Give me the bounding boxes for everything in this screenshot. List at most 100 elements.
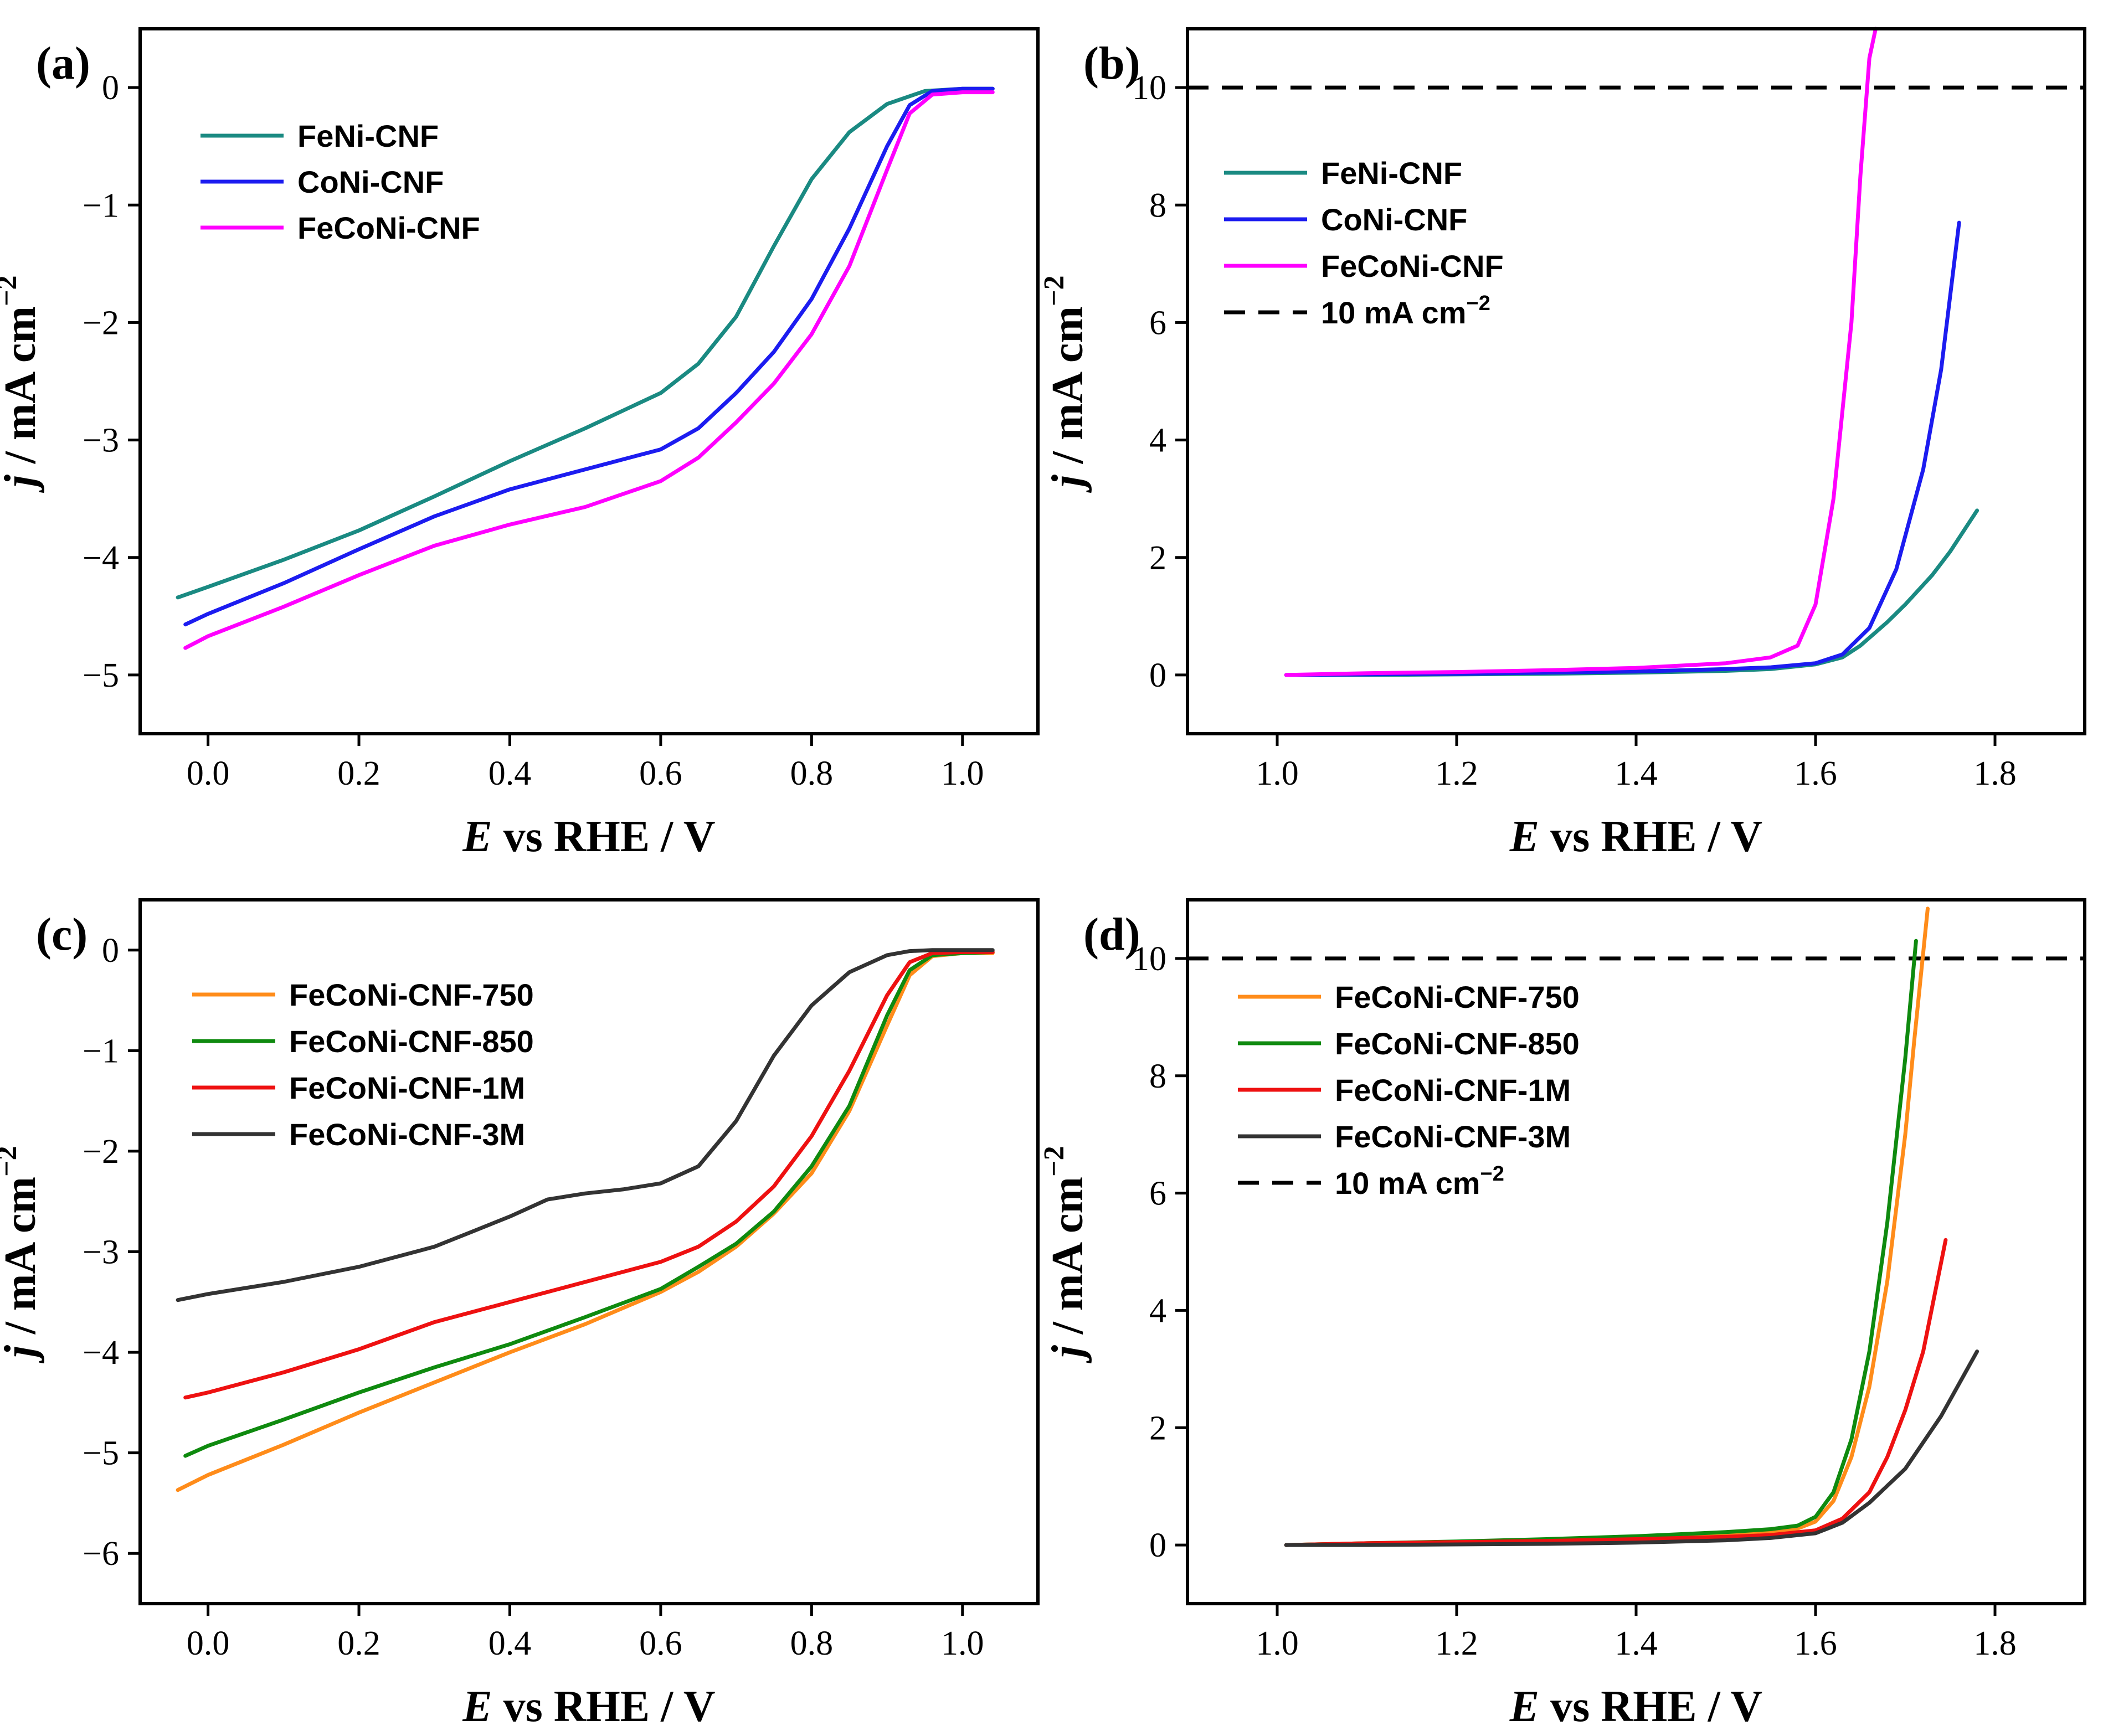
x-axis-title-text: vs RHE / V (1539, 812, 1762, 861)
plot-frame (138, 898, 1040, 1605)
y-tick-label: −6 (83, 1535, 119, 1573)
series-line-coni-cnf (1284, 220, 1961, 677)
x-tick-label: 0.6 (639, 1625, 682, 1662)
x-axis-title: E vs RHE / V (462, 1682, 715, 1731)
x-axis-title-symbol: E (1509, 1682, 1539, 1731)
x-tick-label: 0.6 (639, 755, 682, 792)
legend: FeCoNi-CNF-750 FeCoNi-CNF-850 FeCoNi-CNF-1… (192, 977, 534, 1152)
x-axis-title-text: vs RHE / V (1539, 1682, 1762, 1731)
legend: FeNi-CNF CoNi-CNF FeCoNi-CNF 10 mA cm−2 (1224, 156, 1504, 330)
plot-frame (1186, 898, 2086, 1605)
x-tick-label: 0.2 (337, 755, 381, 792)
y-axis-title-superscript: −2 (1038, 1146, 1070, 1177)
y-axis-title-symbol: j (1043, 1345, 1092, 1364)
legend-label: FeCoNi-CNF-1M (289, 1070, 525, 1105)
x-tick-label: 1.0 (941, 1625, 984, 1662)
x-axis-title-symbol: E (462, 812, 492, 861)
x-tick-label: 1.2 (1435, 1625, 1478, 1662)
legend-label: FeCoNi-CNF-750 (1335, 980, 1580, 1014)
y-tick-label: −4 (83, 539, 119, 577)
x-tick-label: 1.0 (941, 755, 984, 792)
y-tick-label: −1 (83, 1032, 119, 1070)
y-tick-label: 10 (1132, 69, 1166, 107)
legend-label: FeNi-CNF (1321, 156, 1462, 190)
y-tick-label: 10 (1132, 940, 1166, 978)
y-tick-label: 8 (1149, 1058, 1166, 1095)
y-axis-title: j / mA cm−2 (1038, 275, 1092, 493)
panel-a: 0.0 0.2 0.4 0.6 0.8 1.0 0 −1 −2 −3 −4 −5 E vs RHE / … (0, 27, 1040, 861)
x-axis-title: E vs RHE / V (462, 812, 715, 861)
x-axis-title: E vs RHE / V (1509, 1682, 1762, 1731)
x-axis-title: E vs RHE / V (1509, 812, 1762, 861)
x-tick-label: 1.0 (1256, 755, 1299, 792)
x-tick-label: 1.6 (1794, 1625, 1837, 1662)
x-axis-title-text: vs RHE / V (492, 812, 716, 861)
y-tick-label: −2 (83, 1133, 119, 1171)
legend-label: FeCoNi-CNF-750 (289, 977, 534, 1012)
y-axis-title-text: / mA cm (0, 306, 45, 475)
plot-frame (1186, 27, 2086, 735)
y-axis-title-superscript: −2 (0, 275, 23, 306)
x-tick-label: 1.4 (1614, 1625, 1658, 1662)
x-axis-title-symbol: E (1509, 812, 1539, 861)
legend-label: FeCoNi-CNF-3M (289, 1117, 525, 1152)
x-tick-label: 0.4 (489, 755, 532, 792)
x-tick-label: 1.0 (1256, 1625, 1299, 1662)
legend-label: FeCoNi-CNF-3M (1335, 1119, 1571, 1154)
y-axis-title-superscript: −2 (1038, 275, 1070, 306)
y-axis-title: j / mA cm−2 (0, 275, 45, 493)
x-tick-label: 1.8 (1973, 1625, 2017, 1662)
x-tick-label: 1.4 (1614, 755, 1658, 792)
panel-label: (d) (1083, 909, 1140, 960)
x-tick-label: 0.2 (337, 1625, 381, 1662)
x-axis-title-text: vs RHE / V (492, 1682, 716, 1731)
legend-label: FeCoNi-CNF (1321, 249, 1504, 284)
legend-label: CoNi-CNF (297, 164, 444, 199)
y-tick-label: 0 (1149, 657, 1166, 694)
y-tick-label: 2 (1149, 1409, 1166, 1447)
series-line-feconi-cnf-1m (1284, 1238, 1948, 1547)
x-tick-label: 0.0 (187, 1625, 230, 1662)
y-axis-title-symbol: j (0, 475, 45, 493)
panel-label: (a) (36, 38, 90, 89)
y-tick-label: −4 (83, 1334, 119, 1372)
series-line-feconi-cnf-750 (176, 951, 995, 1492)
y-tick-label: 2 (1149, 539, 1166, 577)
series-line-feconi-cnf (1284, 27, 1878, 677)
x-tick-label: 1.2 (1435, 755, 1478, 792)
y-axis-title: j / mA cm−2 (1038, 1146, 1092, 1363)
plot-frame (138, 27, 1040, 735)
y-tick-label: −5 (83, 657, 119, 694)
panel-d: 1.0 1.2 1.4 1.6 1.8 0 2 4 6 8 10 E vs RHE / V j / mA… (1038, 898, 2086, 1731)
y-axis-title-superscript: −2 (0, 1146, 23, 1177)
x-axis-title-symbol: E (462, 1682, 492, 1731)
y-tick-label: −2 (83, 304, 119, 342)
series-line-feni-cnf (1284, 508, 1979, 677)
y-axis-title-text: / mA cm (1043, 1177, 1092, 1345)
series-line-feconi-cnf (183, 90, 995, 650)
y-tick-label: −3 (83, 422, 119, 460)
y-tick-label: −3 (83, 1234, 119, 1271)
x-tick-label: 0.0 (187, 755, 230, 792)
panel-b: 1.0 1.2 1.4 1.6 1.8 0 2 4 6 8 10 E vs RHE / V j / mA… (1038, 27, 2086, 861)
legend-label: FeCoNi-CNF-850 (289, 1024, 534, 1059)
x-tick-label: 0.4 (489, 1625, 532, 1662)
series-line-feconi-cnf-3m (1284, 1349, 1979, 1547)
legend-reference-text: 10 mA cm (1321, 295, 1467, 330)
series-line-feconi-cnf-850 (183, 950, 995, 1458)
panel-label: (b) (1083, 38, 1140, 89)
y-tick-label: 4 (1149, 1292, 1166, 1330)
x-tick-label: 1.6 (1794, 755, 1837, 792)
y-tick-label: 0 (102, 932, 119, 970)
x-tick-label: 1.8 (1973, 755, 2017, 792)
legend-reference-superscript: −2 (1480, 1162, 1504, 1186)
legend-label: CoNi-CNF (1321, 202, 1467, 237)
y-tick-label: 4 (1149, 422, 1166, 460)
legend-label: FeCoNi-CNF-1M (1335, 1073, 1571, 1107)
legend-label: FeNi-CNF (297, 119, 439, 153)
y-tick-label: 6 (1149, 304, 1166, 342)
legend-label-reference: 10 mA cm−2 (1321, 292, 1490, 330)
y-axis-title-text: / mA cm (1043, 306, 1092, 475)
legend-label: FeCoNi-CNF-850 (1335, 1026, 1580, 1061)
